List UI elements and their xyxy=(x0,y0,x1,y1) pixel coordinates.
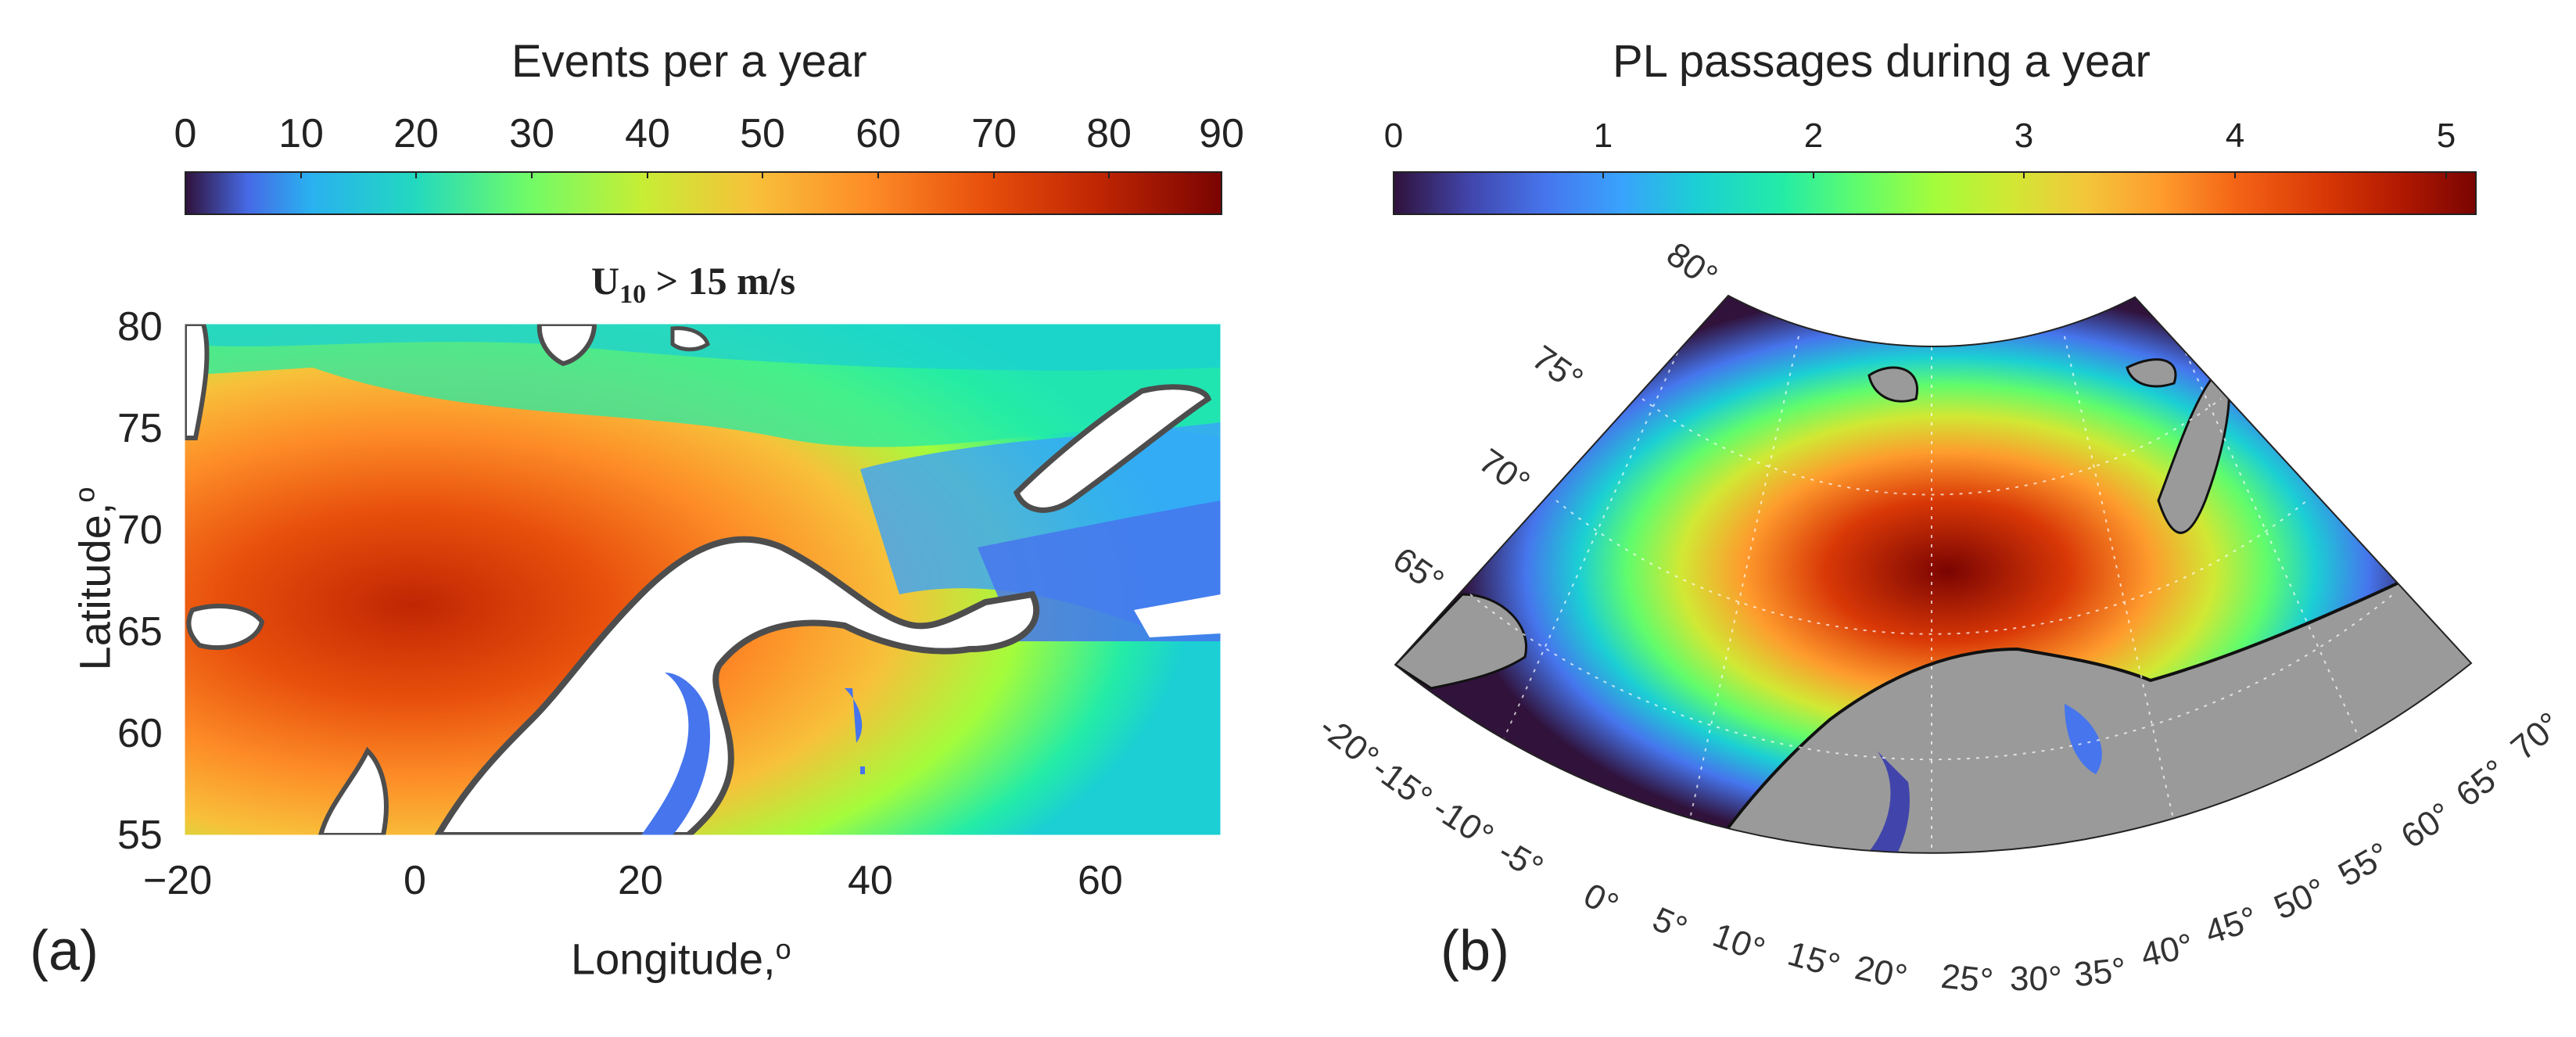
cb-a-tick: 90 xyxy=(1199,111,1244,156)
panel-a-colorbar xyxy=(185,171,1222,215)
cb-b-tick: 3 xyxy=(2014,117,2034,155)
y-tick: 75 xyxy=(117,406,163,451)
y-tick: 80 xyxy=(117,304,163,350)
cb-b-tick: 4 xyxy=(2225,117,2245,155)
cb-b-tick: 2 xyxy=(1803,117,1824,155)
y-tick: 70 xyxy=(117,508,163,553)
title-u: U xyxy=(591,259,620,303)
title-rest: > 15 m/s xyxy=(646,259,796,303)
x-label-sup: o xyxy=(775,933,791,965)
y-tick: 60 xyxy=(117,711,163,756)
cb-b-tick: 0 xyxy=(1383,117,1404,155)
panel-b-colorbar-title: PL passages during a year xyxy=(1613,36,2151,87)
x-tick: −20 xyxy=(143,858,213,903)
x-tick: 20 xyxy=(618,858,663,903)
panel-a-map xyxy=(185,324,1221,835)
panel-a-map-title: U10 > 15 m/s xyxy=(591,261,795,308)
cb-a-tick: 70 xyxy=(971,111,1017,156)
panel-b-map xyxy=(1395,296,2471,853)
y-tick: 65 xyxy=(117,609,163,655)
x-label-text: Longitude, xyxy=(571,934,776,984)
cb-a-tick: 30 xyxy=(509,111,554,156)
y-tick: 55 xyxy=(117,813,163,858)
panel-a-colorbar-title: Events per a year xyxy=(511,36,867,87)
lon-label: 30° xyxy=(2010,960,2062,998)
cb-b-tick: 1 xyxy=(1593,117,1613,155)
cb-a-tick: 0 xyxy=(174,111,197,156)
cb-a-tick: 60 xyxy=(856,111,901,156)
x-tick: 0 xyxy=(404,858,426,903)
cb-b-tick: 5 xyxy=(2436,117,2456,155)
title-sub: 10 xyxy=(619,280,647,309)
cb-a-tick: 40 xyxy=(625,111,670,156)
x-tick: 60 xyxy=(1078,858,1123,903)
cb-a-tick: 20 xyxy=(393,111,439,156)
cb-a-tick: 50 xyxy=(740,111,785,156)
cb-a-tick: 80 xyxy=(1086,111,1132,156)
panel-a-label: (a) xyxy=(30,920,99,982)
cb-a-tick: 10 xyxy=(278,111,324,156)
panel-b-label: (b) xyxy=(1440,920,1509,982)
panel-a-x-label: Longitude,o xyxy=(571,935,791,981)
panel-b-colorbar xyxy=(1393,171,2477,215)
x-tick: 40 xyxy=(848,858,893,903)
